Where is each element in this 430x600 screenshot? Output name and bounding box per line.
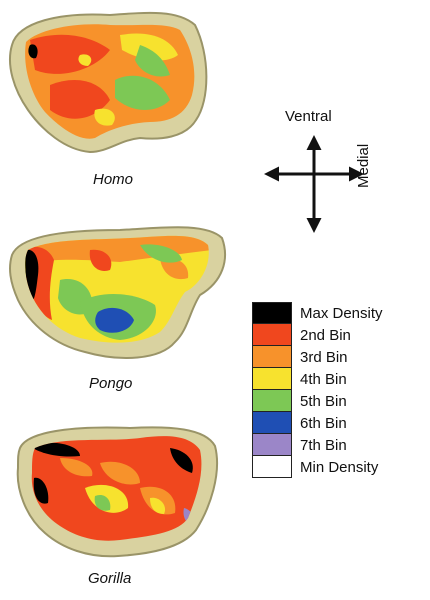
legend-swatch (252, 456, 292, 478)
compass-arrows (264, 135, 364, 233)
legend-item: 5th Bin (252, 390, 383, 412)
orientation-compass: Ventral Medial (255, 108, 405, 243)
legend-swatch (252, 346, 292, 368)
legend-label: 5th Bin (300, 392, 347, 410)
legend-swatch (252, 390, 292, 412)
compass-medial-label: Medial (355, 143, 372, 188)
legend-label: 6th Bin (300, 414, 347, 432)
legend-label: 7th Bin (300, 436, 347, 454)
legend-item: 7th Bin (252, 434, 383, 456)
legend-swatch (252, 324, 292, 346)
gorilla-bone-map (0, 418, 240, 568)
legend-item: Max Density (252, 302, 383, 324)
legend-swatch (252, 368, 292, 390)
legend-swatch (252, 412, 292, 434)
homo-bone-map (0, 0, 240, 175)
legend-item: Min Density (252, 456, 383, 478)
compass-ventral-label: Ventral (285, 108, 332, 125)
legend-label: 2nd Bin (300, 326, 351, 344)
legend-item: 3rd Bin (252, 346, 383, 368)
legend-label: 4th Bin (300, 370, 347, 388)
density-legend: Max Density 2nd Bin 3rd Bin 4th Bin 5th … (252, 302, 383, 478)
legend-item: 2nd Bin (252, 324, 383, 346)
pongo-bone-map (0, 220, 240, 380)
homo-label: Homo (93, 171, 134, 188)
gorilla-label: Gorilla (88, 570, 132, 587)
legend-label: 3rd Bin (300, 348, 348, 366)
legend-item: 6th Bin (252, 412, 383, 434)
pongo-label: Pongo (89, 375, 133, 392)
legend-item: 4th Bin (252, 368, 383, 390)
legend-label: Min Density (300, 458, 379, 476)
legend-label: Max Density (300, 304, 383, 322)
legend-swatch (252, 434, 292, 456)
legend-swatch (252, 302, 292, 324)
